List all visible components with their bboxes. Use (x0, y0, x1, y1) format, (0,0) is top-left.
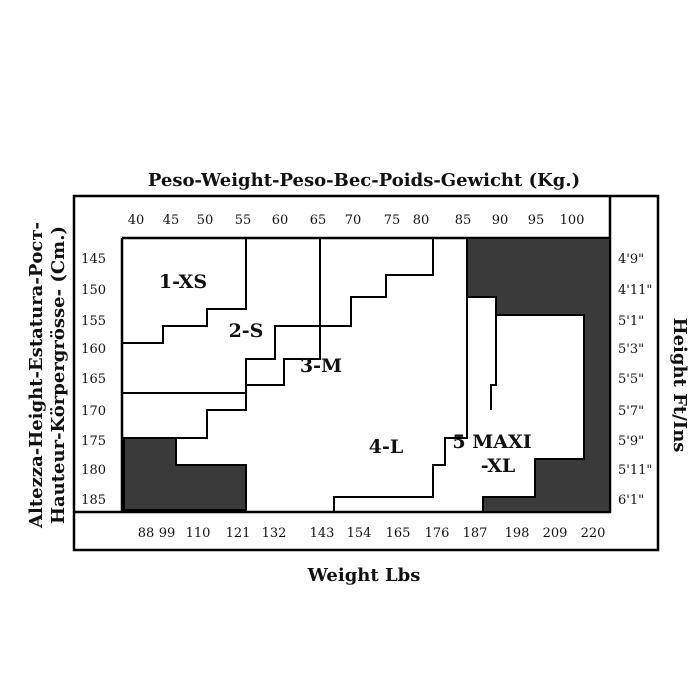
cm-tick: 180 (81, 463, 106, 478)
cm-tick: 145 (81, 252, 106, 267)
ftin-tick: 5'1" (618, 314, 644, 329)
lbs-tick: 132 (262, 526, 287, 541)
lbs-tick: 121 (226, 526, 251, 541)
kg-tick: 100 (560, 213, 585, 228)
lbs-tick: 198 (505, 526, 530, 541)
left-axis-title-line1: Altezza-Height-Estatura-Рост- (26, 222, 47, 529)
ftin-tick: 5'9" (618, 434, 644, 449)
kg-tick: 95 (528, 213, 545, 228)
ftin-tick: 5'11" (618, 463, 652, 478)
kg-tick: 65 (310, 213, 327, 228)
kg-tick: 80 (413, 213, 430, 228)
ftin-tick-labels: 4'9" 4'11" 5'1" 5'3" 5'5" 5'7" 5'9" 5'11" 6'1" (618, 252, 652, 508)
ftin-tick: 5'3" (618, 342, 644, 357)
cm-tick: 175 (81, 434, 106, 449)
kg-tick: 60 (272, 213, 289, 228)
lbs-tick: 110 (186, 526, 211, 541)
lbs-tick: 176 (425, 526, 450, 541)
cm-tick: 150 (81, 283, 106, 298)
chart-frame (72, 194, 660, 552)
cm-tick: 165 (81, 372, 106, 387)
ftin-tick: 5'7" (618, 404, 644, 419)
kg-tick: 75 (384, 213, 401, 228)
ftin-tick: 5'5" (618, 372, 644, 387)
shaded-region-large (466, 237, 611, 513)
zone-label-l: 4-L (369, 436, 403, 458)
lbs-tick: 154 (347, 526, 372, 541)
kg-tick: 85 (455, 213, 472, 228)
kg-tick: 70 (345, 213, 362, 228)
kg-tick: 45 (163, 213, 180, 228)
kg-tick: 55 (235, 213, 252, 228)
lbs-tick: 220 (581, 526, 606, 541)
left-axis-title-line2: Hauteur-Körpergrösse- (Cm.) (48, 226, 69, 524)
cm-tick: 160 (81, 342, 106, 357)
cm-tick: 155 (81, 314, 106, 329)
boundary-xl-inner (490, 315, 497, 410)
zone-label-xl-line1: 5 MAXI (452, 431, 531, 453)
kg-tick-labels: 40 45 50 55 60 65 70 75 80 85 90 95 100 (128, 213, 585, 228)
kg-tick: 50 (197, 213, 214, 228)
lbs-tick-labels: 88 99 110 121 132 143 154 165 176 187 198 209 220 (138, 526, 606, 541)
bottom-axis-title: Weight Lbs (307, 565, 421, 586)
boundary-lower-left (175, 438, 247, 512)
ftin-tick: 6'1" (618, 493, 644, 508)
ftin-tick: 4'11" (618, 283, 652, 298)
kg-tick: 40 (128, 213, 145, 228)
lbs-tick: 209 (543, 526, 568, 541)
lbs-tick: 143 (310, 526, 335, 541)
right-axis-title: Height Ft/Ins (669, 318, 690, 453)
top-axis-title: Peso-Weight-Peso-Bec-Poids-Gewicht (Kg.) (148, 170, 580, 191)
boundary-l-xl (333, 297, 468, 512)
zone-label-xl-line2: -XL (481, 455, 516, 477)
ftin-tick: 4'9" (618, 252, 644, 267)
boundary-xs-s (122, 238, 247, 344)
cm-tick: 185 (81, 493, 106, 508)
lbs-tick: 165 (386, 526, 411, 541)
kg-tick: 90 (492, 213, 509, 228)
zone-label-m: 3-M (300, 355, 342, 377)
boundary-m-l (176, 238, 434, 439)
cm-tick: 170 (81, 404, 106, 419)
zone-label-s: 2-S (229, 320, 264, 342)
shaded-region-small (123, 437, 247, 511)
lbs-tick: 99 (159, 526, 176, 541)
cm-tick-labels: 145 150 155 160 165 170 175 180 185 (81, 252, 106, 508)
lbs-tick: 88 (138, 526, 155, 541)
boundary-s-m (122, 238, 321, 394)
lbs-tick: 187 (463, 526, 488, 541)
zone-label-xs: 1-XS (159, 271, 207, 293)
